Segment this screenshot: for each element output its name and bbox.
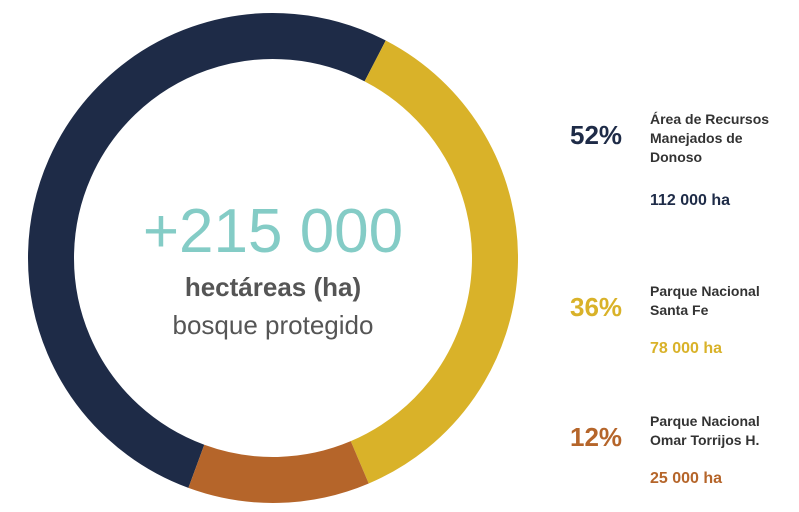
legend-percent: 36% — [570, 292, 623, 322]
legend-name: Parque Nacional Omar Torrijos H. — [650, 413, 760, 448]
ring-segment — [350, 40, 518, 484]
legend-percent: 52% — [570, 120, 623, 150]
center-title: +215 000 — [142, 197, 404, 266]
legend-percent: 12% — [570, 422, 623, 452]
legend-name: Parque Nacional Santa Fe — [650, 283, 760, 318]
ring-segment — [28, 13, 386, 488]
legend-amount: 25 000 ha — [650, 470, 723, 487]
legend-name: Área de Recursos Manejados de Donoso — [650, 111, 770, 165]
center-subtitle: hectáreas (ha) — [184, 272, 362, 302]
center-caption: bosque protegido — [172, 310, 374, 340]
legend-amount: 112 000 ha — [650, 192, 731, 209]
legend-amount: 78 000 ha — [650, 340, 723, 357]
ring-segment — [188, 441, 369, 503]
chart — [28, 13, 518, 503]
